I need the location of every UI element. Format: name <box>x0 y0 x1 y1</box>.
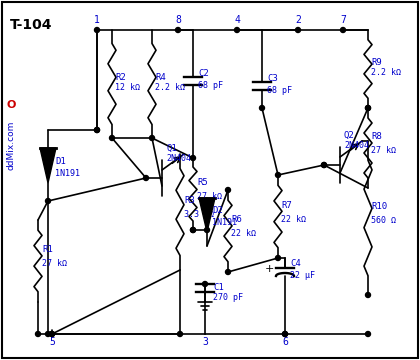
Text: 270 pF: 270 pF <box>213 293 243 302</box>
Text: D2: D2 <box>212 206 223 215</box>
Text: 68 pF: 68 pF <box>198 81 223 90</box>
Circle shape <box>365 292 370 297</box>
Text: D1: D1 <box>55 157 66 166</box>
Text: 2N404: 2N404 <box>344 140 369 149</box>
Text: 22 kΩ: 22 kΩ <box>281 215 306 224</box>
Circle shape <box>50 332 55 337</box>
Text: C4: C4 <box>290 260 301 269</box>
Text: R5: R5 <box>197 177 208 186</box>
Text: 27 kΩ: 27 kΩ <box>371 145 396 154</box>
Text: 3: 3 <box>202 337 208 347</box>
Circle shape <box>205 228 210 233</box>
Text: ddMix.com: ddMix.com <box>6 120 16 170</box>
Text: 2N404: 2N404 <box>166 153 191 162</box>
Circle shape <box>176 27 181 32</box>
FancyBboxPatch shape <box>2 2 418 358</box>
Text: 4: 4 <box>234 15 240 25</box>
Circle shape <box>283 332 288 337</box>
Text: R8: R8 <box>371 131 382 140</box>
Text: 2.2 kΩ: 2.2 kΩ <box>371 68 401 77</box>
Text: 8: 8 <box>175 15 181 25</box>
Text: 7: 7 <box>340 15 346 25</box>
Circle shape <box>283 332 288 337</box>
Text: 22 kΩ: 22 kΩ <box>231 229 256 238</box>
Text: R7: R7 <box>281 201 292 210</box>
Circle shape <box>202 282 207 287</box>
Text: R2: R2 <box>115 72 126 81</box>
Circle shape <box>94 27 100 32</box>
Text: 27 kΩ: 27 kΩ <box>42 258 67 267</box>
Text: 3.3 kΩ: 3.3 kΩ <box>184 210 214 219</box>
Circle shape <box>365 332 370 337</box>
Circle shape <box>234 27 239 32</box>
Circle shape <box>94 127 100 132</box>
Text: T-104: T-104 <box>10 18 52 32</box>
Text: R10: R10 <box>371 202 387 211</box>
Circle shape <box>36 332 40 337</box>
Circle shape <box>50 332 55 337</box>
Text: 12 kΩ: 12 kΩ <box>115 82 140 91</box>
Text: 2: 2 <box>295 15 301 25</box>
Circle shape <box>365 105 370 111</box>
Circle shape <box>191 228 195 233</box>
Circle shape <box>260 105 265 111</box>
Polygon shape <box>199 198 215 232</box>
Text: C3: C3 <box>267 73 278 82</box>
Text: 1: 1 <box>94 15 100 25</box>
Circle shape <box>191 156 195 161</box>
Text: 22 μF: 22 μF <box>290 271 315 280</box>
Circle shape <box>226 270 231 275</box>
Circle shape <box>110 135 115 140</box>
Text: 5: 5 <box>49 337 55 347</box>
Circle shape <box>178 332 183 337</box>
Text: Q1: Q1 <box>166 144 177 153</box>
Circle shape <box>45 332 50 337</box>
Circle shape <box>94 127 100 132</box>
Text: 68 pF: 68 pF <box>267 86 292 95</box>
Text: 6: 6 <box>282 337 288 347</box>
Circle shape <box>150 135 155 140</box>
Text: O: O <box>6 100 16 110</box>
Text: R4: R4 <box>155 72 166 81</box>
Text: 1N191: 1N191 <box>55 168 80 177</box>
Circle shape <box>144 176 149 180</box>
Circle shape <box>365 105 370 111</box>
Circle shape <box>45 198 50 203</box>
Text: R6: R6 <box>231 215 242 224</box>
Text: C2: C2 <box>198 68 209 77</box>
Text: R3: R3 <box>184 195 195 204</box>
Text: R1: R1 <box>42 244 53 253</box>
Circle shape <box>296 27 300 32</box>
Circle shape <box>226 188 231 193</box>
Circle shape <box>341 27 346 32</box>
Text: 560 Ω: 560 Ω <box>371 216 396 225</box>
Text: C1: C1 <box>213 284 224 292</box>
Text: 1N191: 1N191 <box>212 217 237 226</box>
Text: +: + <box>264 264 274 274</box>
Circle shape <box>321 162 326 167</box>
Polygon shape <box>40 148 56 183</box>
Text: Q2: Q2 <box>344 131 355 140</box>
Circle shape <box>276 256 281 261</box>
Text: 27 kΩ: 27 kΩ <box>197 192 222 201</box>
Circle shape <box>191 228 195 233</box>
Text: R9: R9 <box>371 58 382 67</box>
Text: 2.2 kΩ: 2.2 kΩ <box>155 82 185 91</box>
Circle shape <box>276 172 281 177</box>
Circle shape <box>321 162 326 167</box>
